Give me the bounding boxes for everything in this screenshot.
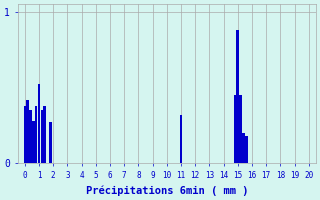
Bar xyxy=(239,95,242,163)
Bar xyxy=(49,122,52,163)
X-axis label: Précipitations 6min ( mm ): Précipitations 6min ( mm ) xyxy=(85,185,248,196)
Bar xyxy=(29,110,32,163)
Bar xyxy=(234,95,236,163)
Bar xyxy=(236,30,239,163)
Bar xyxy=(32,121,35,163)
Bar xyxy=(242,133,245,163)
Bar xyxy=(38,84,40,163)
Bar xyxy=(35,106,37,163)
Bar xyxy=(23,106,26,163)
Bar xyxy=(44,106,46,163)
Bar xyxy=(41,110,43,163)
Bar xyxy=(245,136,248,163)
Bar xyxy=(180,115,182,163)
Bar xyxy=(26,100,29,163)
